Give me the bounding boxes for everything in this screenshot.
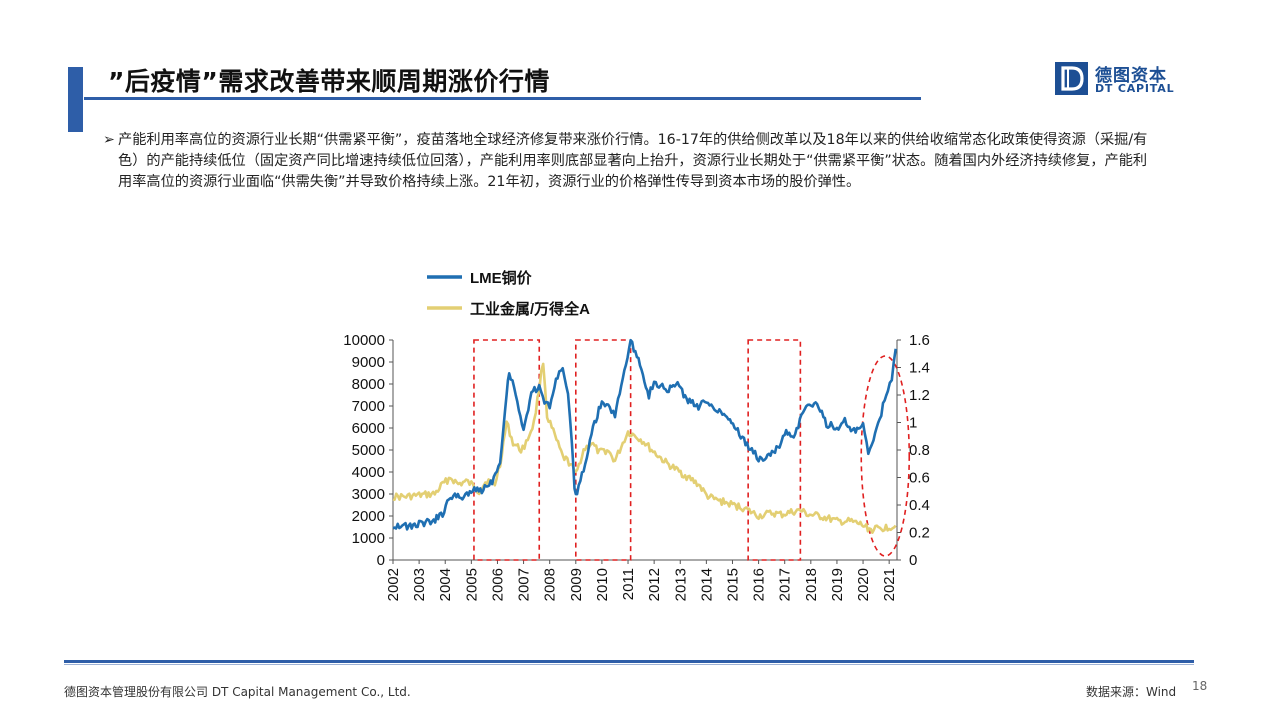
right-tick-label: 1.6 (909, 332, 930, 349)
right-tick-label: 0.4 (909, 497, 930, 514)
logo-d-icon (1055, 62, 1088, 95)
x-tick-label: 2018 (803, 568, 820, 601)
left-tick-label: 9000 (352, 354, 385, 371)
right-tick-label: 0.8 (909, 442, 930, 459)
legend-label-industrial: 工业金属/万得全A (470, 300, 590, 318)
left-tick-label: 10000 (343, 332, 385, 349)
logo-mark (1055, 62, 1088, 95)
series-line-lme-copper (392, 338, 897, 531)
bullet-arrow-icon: ➢ (103, 132, 115, 148)
x-tick-label: 2006 (489, 568, 506, 601)
footer-company: 德图资本管理股份有限公司 DT Capital Management Co., … (64, 685, 411, 699)
series-line-industrial-metals (392, 362, 897, 534)
x-tick-label: 2004 (437, 568, 454, 601)
footer-rule-thin (64, 664, 1194, 665)
x-tick-label: 2019 (829, 568, 846, 601)
left-tick-label: 4000 (352, 464, 385, 481)
footer-rule (64, 660, 1194, 663)
left-tick-label: 5000 (352, 442, 385, 459)
right-tick-label: 0.6 (909, 470, 930, 487)
x-tick-label: 2008 (542, 568, 559, 601)
left-tick-label: 0 (377, 552, 385, 569)
left-tick-label: 7000 (352, 398, 385, 415)
x-tick-label: 2016 (751, 568, 768, 601)
logo-name-cn: 德图资本 (1095, 66, 1167, 86)
x-tick-label: 2017 (777, 568, 794, 601)
summary-bullet: ➢ 产能利用率高位的资源行业长期“供需紧平衡”，疫苗落地全球经济修复带来涨价行情… (103, 130, 1153, 193)
summary-text: 产能利用率高位的资源行业长期“供需紧平衡”，疫苗落地全球经济修复带来涨价行情。1… (118, 132, 1148, 190)
page-title: ”后疫情”需求改善带来顺周期涨价行情 (108, 67, 550, 96)
highlight-ellipse (860, 355, 911, 557)
left-tick-label: 3000 (352, 486, 385, 503)
footer-source: 数据来源：Wind (1086, 685, 1177, 699)
x-tick-label: 2005 (463, 568, 480, 601)
x-tick-label: 2002 (385, 568, 402, 601)
title-accent-bar (68, 67, 83, 132)
logo-name-en: DT CAPITAL (1095, 82, 1175, 95)
x-tick-label: 2011 (620, 568, 637, 600)
legend-label-lme: LME铜价 (470, 269, 533, 287)
x-tick-label: 2015 (724, 568, 741, 601)
x-tick-label: 2014 (698, 568, 715, 601)
left-tick-label: 2000 (352, 508, 385, 525)
x-tick-label: 2012 (646, 568, 663, 601)
x-tick-label: 2013 (672, 568, 689, 601)
left-tick-label: 8000 (352, 376, 385, 393)
x-tick-label: 2003 (411, 568, 428, 601)
right-tick-label: 0.2 (909, 525, 930, 542)
page-number: 18 (1192, 679, 1208, 693)
company-logo: 德图资本 DT CAPITAL (1055, 61, 1185, 97)
right-tick-label: 1.2 (909, 387, 930, 404)
right-tick-label: 1.4 (909, 360, 930, 377)
x-tick-label: 2007 (516, 568, 533, 601)
x-tick-label: 2021 (881, 568, 898, 601)
right-tick-label: 0 (909, 552, 917, 569)
highlight-box (473, 339, 541, 561)
right-tick-label: 1 (909, 415, 917, 432)
highlight-box (747, 339, 802, 561)
title-underline (84, 97, 921, 100)
left-tick-label: 1000 (352, 530, 385, 547)
highlight-box (574, 339, 632, 561)
x-tick-label: 2009 (568, 568, 585, 601)
x-tick-label: 2010 (594, 568, 611, 601)
x-tick-label: 2020 (855, 568, 872, 601)
left-tick-label: 6000 (352, 420, 385, 437)
